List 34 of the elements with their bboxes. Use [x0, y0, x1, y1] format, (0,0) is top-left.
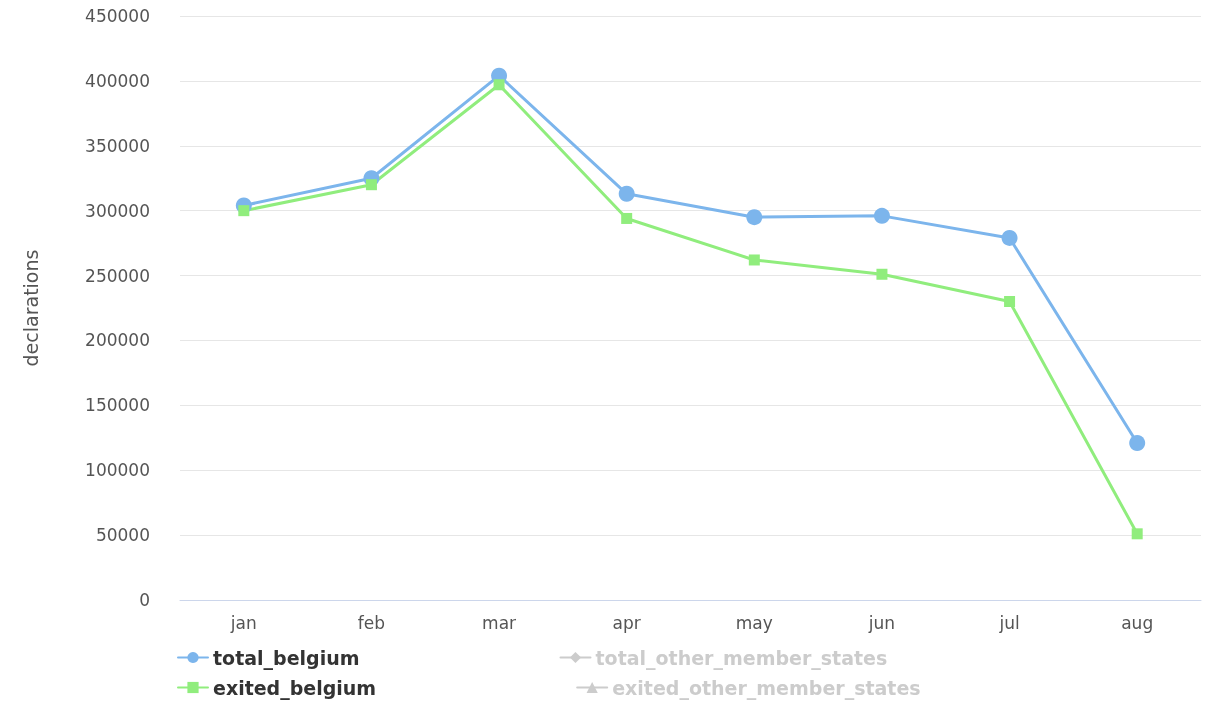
- point: [621, 212, 633, 224]
- x-tick-label: jan: [229, 612, 257, 633]
- x-tick-label: may: [735, 612, 773, 633]
- point: [1004, 296, 1016, 308]
- y-tick-label: 300000: [85, 200, 150, 221]
- y-tick-label: 400000: [85, 70, 150, 91]
- point: [238, 205, 250, 217]
- y-tick-label: 150000: [85, 395, 150, 416]
- x-tick-label: mar: [482, 612, 517, 633]
- point: [1131, 528, 1143, 540]
- x-tick-label: jun: [867, 612, 896, 633]
- x-tick-label: feb: [357, 612, 386, 633]
- point: [876, 268, 888, 280]
- legend-label: exited_belgium: [213, 676, 377, 700]
- point: [873, 207, 890, 224]
- y-tick-label: 450000: [85, 6, 150, 26]
- y-tick-label: 0: [139, 590, 150, 610]
- x-tick-label: aug: [1121, 612, 1154, 633]
- point: [748, 254, 760, 266]
- y-tick-label: 350000: [85, 135, 150, 156]
- point: [1001, 229, 1018, 246]
- y-tick-label: 200000: [85, 330, 150, 351]
- x-tick-label: apr: [612, 612, 641, 633]
- y-tick-label: 50000: [95, 525, 150, 546]
- y-axis-title: declarations: [19, 249, 42, 367]
- point: [618, 185, 635, 202]
- point: [1129, 434, 1146, 451]
- point: [493, 79, 505, 91]
- x-tick-label: jul: [998, 612, 1020, 633]
- y-tick-label: 250000: [85, 265, 150, 286]
- point: [746, 209, 763, 226]
- legend-label: total_belgium: [213, 646, 360, 670]
- y-tick-label: 100000: [85, 460, 150, 481]
- point: [365, 179, 377, 191]
